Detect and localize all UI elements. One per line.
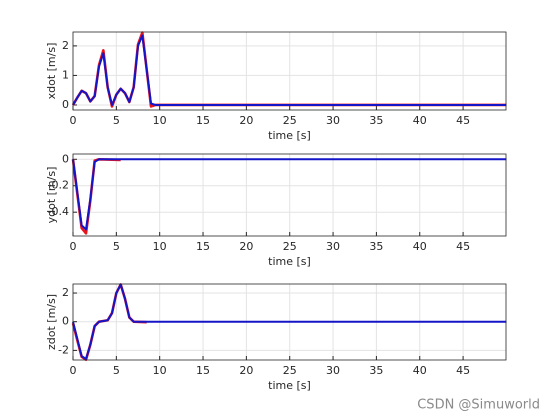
x-tick-label: 5	[113, 364, 120, 377]
x-tick-label: 40	[413, 114, 427, 127]
x-tick-label: 20	[239, 364, 253, 377]
x-tick-label: 30	[326, 240, 340, 253]
y-axis-label: ydot [m/s]	[45, 167, 58, 224]
y-axis-label: xdot [m/s]	[45, 43, 58, 100]
series-line	[72, 158, 507, 231]
y-tick-label: -0.2	[48, 179, 69, 192]
x-tick-label: 30	[326, 364, 340, 377]
x-tick-label: 10	[153, 240, 167, 253]
watermark: CSDN @Simuworld	[417, 398, 540, 413]
x-tick-label: 5	[113, 114, 120, 127]
y-axis-label: zdot [m/s]	[45, 294, 58, 350]
y-tick-label: 0	[62, 98, 69, 111]
y-tick-label: 2	[62, 39, 69, 52]
x-axis-label: time [s]	[268, 255, 311, 268]
x-tick-label: 30	[326, 114, 340, 127]
x-tick-label: 15	[196, 364, 210, 377]
y-tick-label: -0.4	[48, 205, 69, 218]
series-line	[72, 283, 507, 360]
axes-box	[72, 153, 507, 237]
axes-box	[72, 283, 507, 361]
x-tick-label: 0	[70, 364, 77, 377]
x-tick-label: 45	[456, 240, 470, 253]
series-line	[72, 34, 507, 106]
x-tick-label: 20	[239, 114, 253, 127]
x-tick-label: 35	[369, 364, 383, 377]
x-tick-label: 15	[196, 114, 210, 127]
x-tick-label: 25	[283, 364, 297, 377]
x-axis-label: time [s]	[268, 129, 311, 142]
axes-box	[72, 31, 507, 111]
y-tick-label: -2	[58, 343, 69, 356]
x-tick-label: 45	[456, 114, 470, 127]
x-tick-label: 40	[413, 364, 427, 377]
y-tick-label: 2	[62, 286, 69, 299]
x-tick-label: 10	[153, 364, 167, 377]
x-tick-label: 25	[283, 114, 297, 127]
y-tick-label: 0	[62, 315, 69, 328]
x-tick-label: 0	[70, 240, 77, 253]
y-tick-label: 1	[62, 68, 69, 81]
x-tick-label: 45	[456, 364, 470, 377]
x-tick-label: 35	[369, 240, 383, 253]
x-tick-label: 5	[113, 240, 120, 253]
x-axis-label: time [s]	[268, 379, 311, 392]
x-tick-label: 25	[283, 240, 297, 253]
x-tick-label: 0	[70, 114, 77, 127]
x-tick-label: 15	[196, 240, 210, 253]
x-tick-label: 35	[369, 114, 383, 127]
x-tick-label: 40	[413, 240, 427, 253]
x-tick-label: 10	[153, 114, 167, 127]
x-tick-label: 20	[239, 240, 253, 253]
y-tick-label: 0	[62, 152, 69, 165]
